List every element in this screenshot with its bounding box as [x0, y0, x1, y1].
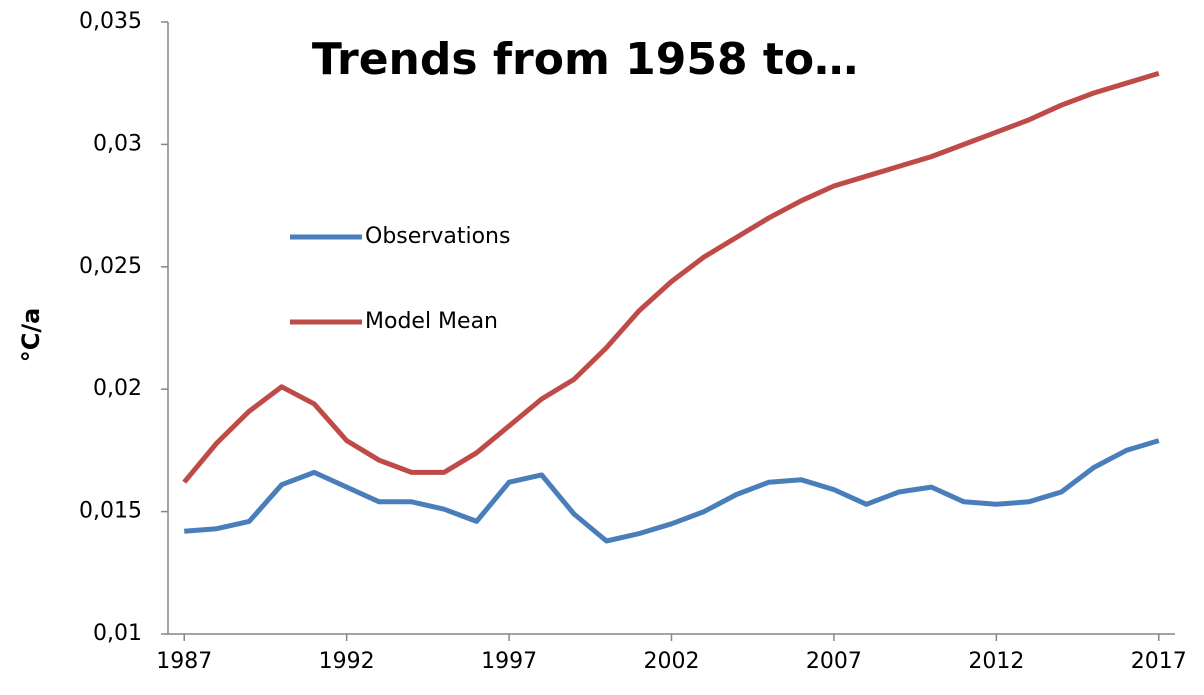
y-tick-label: 0,03: [93, 131, 142, 156]
data-line: [184, 438, 1160, 544]
legend-label: Observations: [365, 224, 510, 249]
x-tick-label: 2012: [968, 649, 1024, 674]
x-tick-label: 2007: [806, 649, 862, 674]
y-tick-label: 0,01: [93, 621, 142, 646]
x-tick-label: 2002: [644, 649, 700, 674]
y-tick-label: 0,02: [93, 376, 142, 401]
y-tick-label: 0,035: [79, 9, 142, 34]
y-tick-label: 0,025: [79, 254, 142, 279]
x-tick-label: 1992: [319, 649, 375, 674]
data-line: [182, 71, 1160, 484]
y-tick-label: 0,015: [79, 499, 142, 524]
x-tick-label: 1987: [156, 649, 212, 674]
x-tick-label: 2017: [1131, 649, 1187, 674]
y-axis-label: °C/a: [17, 308, 45, 363]
legend-label: Model Mean: [365, 309, 498, 334]
chart-title: Trends from 1958 to…: [312, 34, 858, 85]
x-tick-label: 1997: [481, 649, 537, 674]
